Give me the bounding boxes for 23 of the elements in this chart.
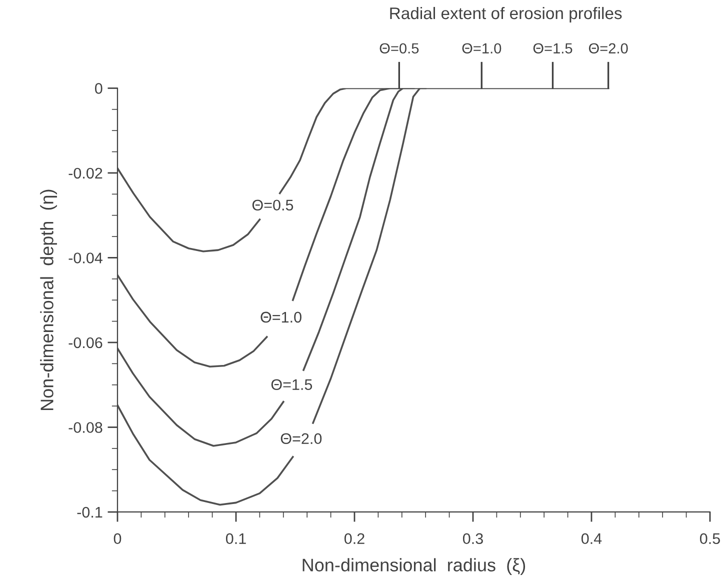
x-tick-label: 0.5 (700, 533, 720, 544)
y-tick-label: -0.06 (68, 337, 102, 348)
series-label: Θ=2.0 (280, 433, 322, 444)
y-tick-label: -0.04 (68, 252, 102, 264)
series-label: Θ=1.5 (271, 379, 312, 390)
y-axis-title: Non-dimensional depth (η) (40, 190, 57, 410)
y-tick-label: 0 (95, 83, 102, 94)
x-tick-label: 0.3 (462, 533, 483, 544)
y-tick-label: -0.02 (68, 168, 102, 179)
x-tick-label: 0.4 (581, 533, 602, 544)
annotation: Θ=1.5 (533, 43, 572, 54)
chart-title: Radial extent of erosion profiles (390, 6, 622, 22)
x-axis-title: Non-dimensional radius (ξ) (302, 558, 526, 575)
y-tick-label: -0.1 (77, 506, 102, 518)
series-label: Θ=1.0 (260, 312, 302, 323)
annotation: Θ=2.0 (588, 43, 628, 54)
series-label: Θ=0.5 (252, 200, 294, 211)
x-tick-label: 0.2 (344, 533, 364, 544)
annotation: Θ=1.0 (462, 43, 502, 54)
annotation: Θ=0.5 (380, 43, 419, 54)
x-tick-label: 0.1 (226, 533, 246, 544)
x-tick-label: 0 (114, 533, 122, 544)
y-tick-label: -0.08 (68, 422, 102, 433)
